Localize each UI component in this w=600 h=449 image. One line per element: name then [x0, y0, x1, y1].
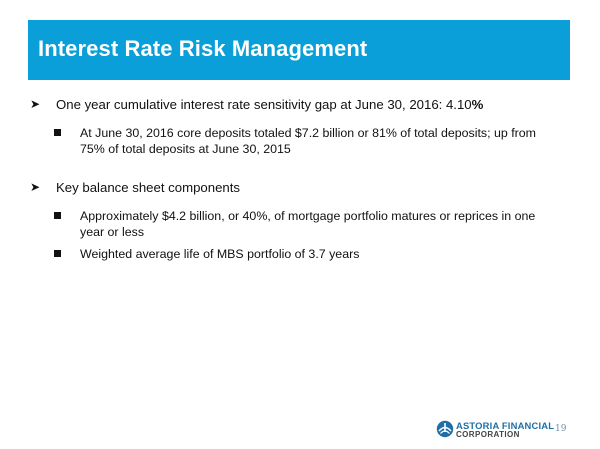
square-bullet-icon [54, 250, 61, 257]
bullet-gap-text: One year cumulative interest rate sensit… [56, 97, 472, 112]
bullet-gap-percent: % [471, 97, 484, 112]
logo-text-line2: CORPORATION [456, 430, 520, 439]
arrowhead-icon: ➤ [30, 97, 41, 111]
bullet-balance-sheet-text: Key balance sheet components [56, 180, 241, 195]
title-bar: Interest Rate Risk Management [28, 20, 570, 80]
square-bullet-icon [54, 212, 61, 219]
sub-bullet-mbs-life: Weighted average life of MBS portfolio o… [30, 246, 560, 262]
logo-text-line1: ASTORIA FINANCIAL [456, 420, 555, 431]
sub-bullet-core-deposits: At June 30, 2016 core deposits totaled $… [30, 125, 560, 157]
sub-bullet-mortgage-portfolio: Approximately $4.2 billion, or 40%, of m… [30, 208, 560, 240]
slide-content: ➤ One year cumulative interest rate sens… [30, 96, 560, 262]
page-number: 19 [555, 424, 567, 434]
bullet-gap: ➤ One year cumulative interest rate sens… [30, 96, 560, 113]
arrowhead-icon: ➤ [30, 180, 41, 194]
slide-title: Interest Rate Risk Management [38, 36, 368, 61]
sub-bullet-mbs-life-text: Weighted average life of MBS portfolio o… [80, 247, 360, 261]
bullet-balance-sheet: ➤ Key balance sheet components [30, 179, 560, 196]
square-bullet-icon [54, 129, 61, 136]
astoria-logo: ASTORIA FINANCIAL CORPORATION [436, 420, 555, 440]
sub-bullet-mortgage-portfolio-text: Approximately $4.2 billion, or 40%, of m… [80, 209, 536, 239]
sub-bullet-core-deposits-text: At June 30, 2016 core deposits totaled $… [80, 126, 536, 156]
astoria-logo-icon [436, 420, 454, 438]
